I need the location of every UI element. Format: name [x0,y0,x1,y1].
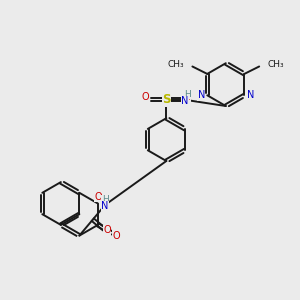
Text: H: H [102,195,109,204]
Text: N: N [247,90,254,100]
Text: S: S [162,93,171,106]
Text: N: N [101,201,109,211]
Text: CH₃: CH₃ [268,61,284,70]
Text: O: O [183,92,191,102]
Text: N: N [181,96,188,106]
Text: N: N [198,90,205,100]
Text: H: H [184,90,191,99]
Text: O: O [103,225,111,235]
Text: CH₃: CH₃ [167,61,184,70]
Text: O: O [113,231,121,241]
Text: O: O [94,192,102,202]
Text: O: O [142,92,149,102]
